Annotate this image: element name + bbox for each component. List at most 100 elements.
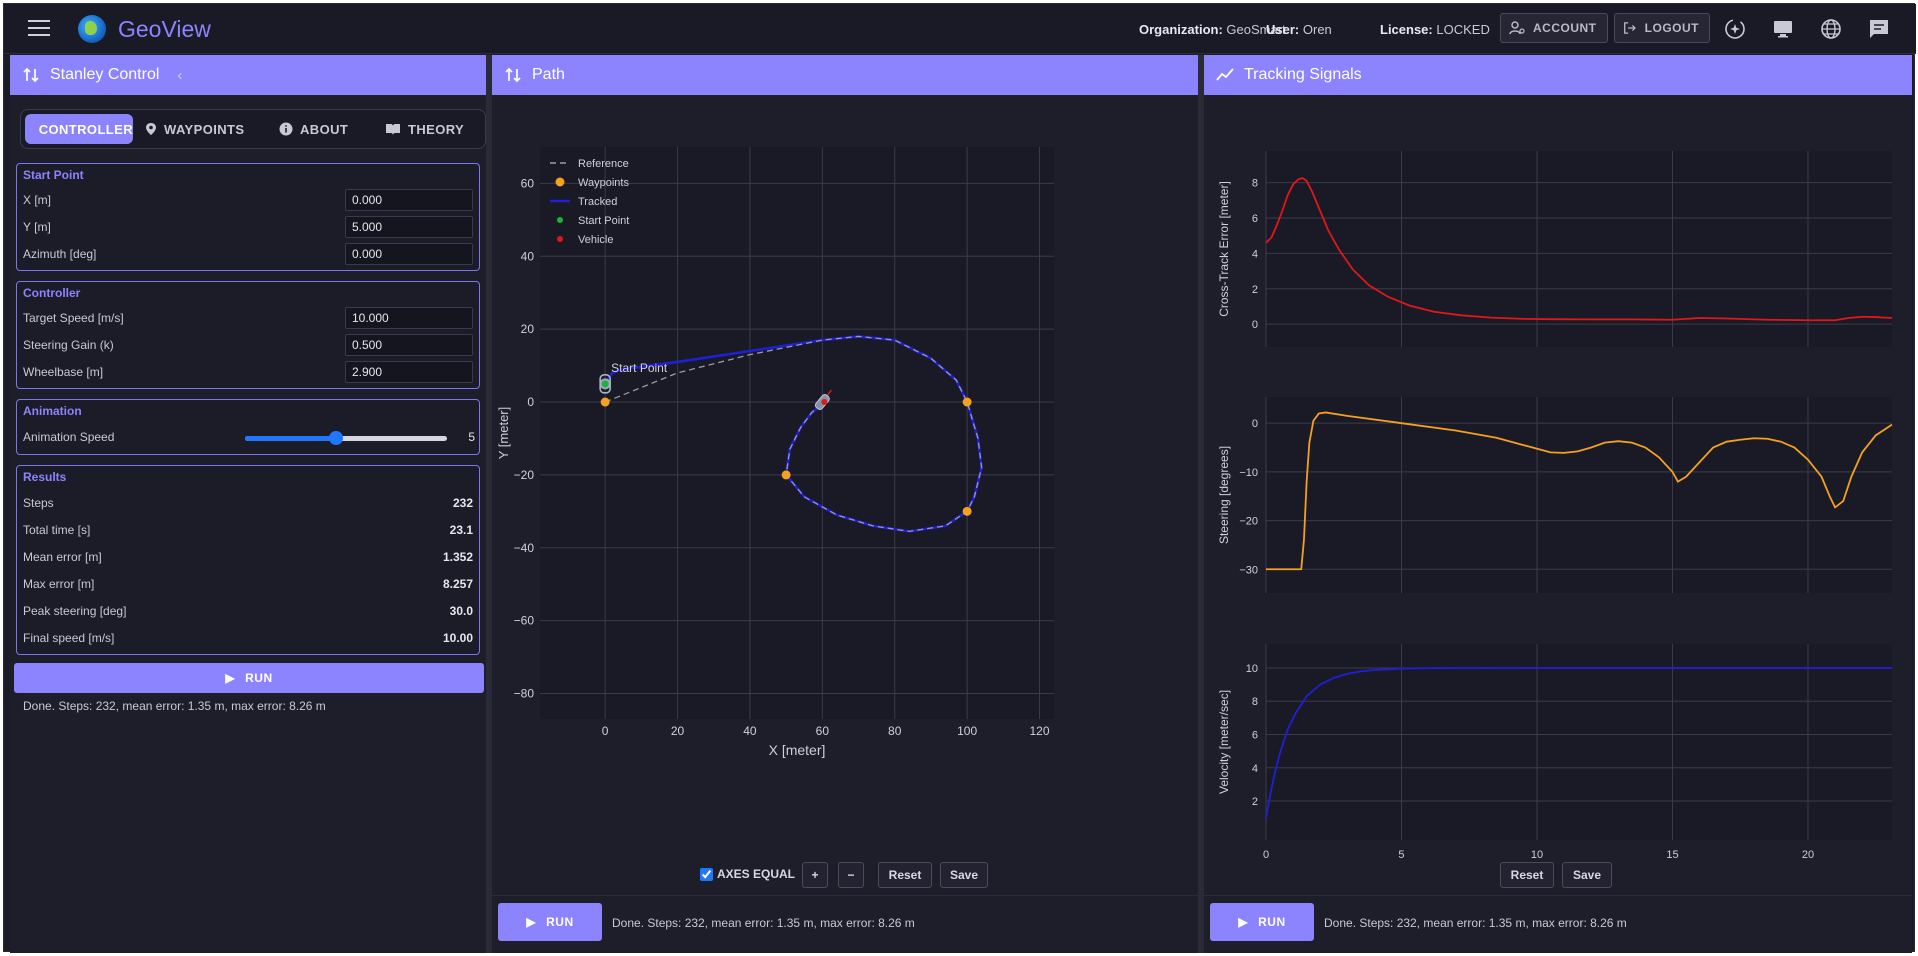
tab-controller-label: CONTROLLER [38, 121, 133, 137]
y-input[interactable] [345, 216, 473, 238]
x-tick-label: 10 [1531, 849, 1543, 859]
signals-reset-button[interactable]: Reset [1500, 862, 1554, 888]
tab-controller[interactable]: CONTROLLER [25, 114, 133, 144]
legend-start-swatch [557, 217, 563, 223]
y-tick-label: 0 [1252, 418, 1258, 430]
x-tick-label: 80 [888, 724, 902, 738]
y-tick-label: 60 [521, 176, 535, 190]
collapse-chevron-icon[interactable]: ‹ [177, 66, 183, 84]
signals-bottom-bar: ▶ RUN Done. Steps: 232, mean error: 1.35… [1204, 895, 1912, 945]
y-tick-label: −20 [1239, 516, 1258, 528]
legend-waypoints-swatch [555, 177, 565, 187]
y-tick-label: 10 [1246, 663, 1258, 675]
y-tick-label: 2 [1252, 284, 1258, 296]
final-speed-value: 10.00 [442, 631, 473, 645]
azimuth-label: Azimuth [deg] [23, 247, 97, 261]
ai-icon[interactable] [1724, 18, 1746, 40]
zoom-out-button[interactable]: − [838, 862, 864, 888]
panel-separator[interactable] [486, 55, 492, 953]
signals-run-status: Done. Steps: 232, mean error: 1.35 m, ma… [1324, 916, 1627, 930]
peak-steering-label: Peak steering [deg] [23, 604, 127, 618]
signal-plot-area [1266, 397, 1892, 593]
x-tick-label: 20 [671, 724, 685, 738]
legend-label: Vehicle [578, 234, 613, 246]
tab-waypoints[interactable]: WAYPOINTS [145, 114, 244, 144]
legend-label: Start Point [578, 215, 629, 227]
slider-thumb[interactable] [328, 431, 343, 445]
steering-gain-input[interactable] [345, 334, 473, 356]
animation-speed-slider[interactable] [245, 431, 447, 445]
signals-run-button[interactable]: ▶ RUN [1210, 903, 1314, 941]
x-tick-label: 20 [1802, 849, 1814, 859]
globe-icon[interactable] [1820, 18, 1842, 40]
final-speed-label: Final speed [m/s] [23, 631, 115, 645]
run-button[interactable]: ▶ RUN [14, 663, 484, 693]
logout-button[interactable]: LOGOUT [1614, 13, 1710, 43]
organization-label: Organization: [1139, 22, 1223, 37]
menu-icon[interactable] [28, 20, 50, 36]
axes-equal-checkbox[interactable] [700, 867, 713, 881]
account-button[interactable]: ACCOUNT [1500, 13, 1608, 43]
max-error-value: 8.257 [442, 577, 473, 591]
app-window: GeoView Organization: GeoSmart User: Ore… [3, 3, 1916, 953]
axes-equal-label: AXES EQUAL [717, 867, 796, 881]
mean-error-value: 1.352 [442, 550, 473, 564]
path-chart[interactable]: 0 20 40 60 80 100 120 −80 −60 −40 −20 0 20 40 60 X [met… [492, 99, 1198, 859]
wheelbase-input[interactable] [345, 361, 473, 383]
y-axis-label: Y [meter] [496, 407, 511, 460]
steps-value: 232 [452, 496, 473, 510]
axes-equal-toggle[interactable]: AXES EQUAL [700, 867, 795, 881]
tab-about[interactable]: ABOUT [279, 114, 348, 144]
account-label: ACCOUNT [1533, 21, 1597, 35]
path-title: Path [532, 66, 565, 83]
x-input[interactable] [345, 189, 473, 211]
y-tick-label: −40 [514, 541, 535, 555]
y-tick-label: 4 [1252, 248, 1258, 260]
user-value: Oren [1302, 22, 1332, 37]
signal-y-axis-label: Steering [degrees] [1217, 446, 1231, 544]
x-tick-label: 120 [1030, 724, 1050, 738]
y-label: Y [m] [23, 220, 51, 234]
y-tick-label: 8 [1252, 178, 1258, 190]
path-panel: Path 0 20 40 60 80 100 120 −80 −60 −40 −20 0 20 40 60 X… [492, 55, 1198, 953]
signal-y-axis-label: Velocity [meter/sec] [1217, 690, 1231, 794]
y-tick-label: 0 [527, 395, 534, 409]
animation-group: Animation Animation Speed 5 [16, 399, 480, 455]
y-tick-label: 0 [1252, 319, 1258, 331]
x-tick-label: 60 [816, 724, 830, 738]
signals-save-button[interactable]: Save [1562, 862, 1612, 888]
azimuth-input[interactable] [345, 243, 473, 265]
account-icon [1509, 21, 1525, 35]
chat-icon[interactable] [1868, 18, 1890, 40]
target-speed-input[interactable] [345, 307, 473, 329]
signal-plot-area [1266, 151, 1892, 347]
logout-icon [1624, 22, 1636, 34]
results-group: Results Steps 232 Total time [s] 23.1 Me… [16, 465, 480, 655]
y-tick-label: −20 [514, 468, 535, 482]
y-tick-label: 2 [1252, 796, 1258, 808]
waypoint-marker [962, 506, 972, 516]
y-tick-label: −30 [1239, 564, 1258, 576]
globe-logo-icon [78, 15, 106, 43]
mean-error-label: Mean error [m] [23, 550, 102, 564]
x-label: X [m] [23, 193, 52, 207]
user-info: User: Oren [1266, 22, 1332, 37]
info-icon [279, 122, 293, 136]
zoom-in-button[interactable]: + [802, 862, 828, 888]
monitor-icon[interactable] [1772, 18, 1794, 40]
legend-label: Waypoints [578, 177, 629, 189]
path-reset-button[interactable]: Reset [878, 862, 932, 888]
license-label: License: [1380, 22, 1433, 37]
start-vehicle-outline [599, 374, 611, 394]
tab-theory[interactable]: THEORY [385, 114, 464, 144]
license-value: LOCKED [1436, 22, 1490, 37]
run-label: RUN [245, 671, 273, 685]
total-time-value: 23.1 [449, 523, 473, 537]
path-run-button[interactable]: ▶ RUN [498, 903, 602, 941]
signals-chart[interactable]: 0 2 4 6 8 Cross-Track Error [meter] −30 −20 −10 0… [1204, 99, 1912, 859]
legend-label: Reference [578, 158, 629, 170]
map-pin-icon [146, 123, 156, 135]
panel-separator[interactable] [1198, 55, 1204, 953]
path-save-button[interactable]: Save [940, 862, 988, 888]
y-tick-label: −60 [514, 614, 535, 628]
